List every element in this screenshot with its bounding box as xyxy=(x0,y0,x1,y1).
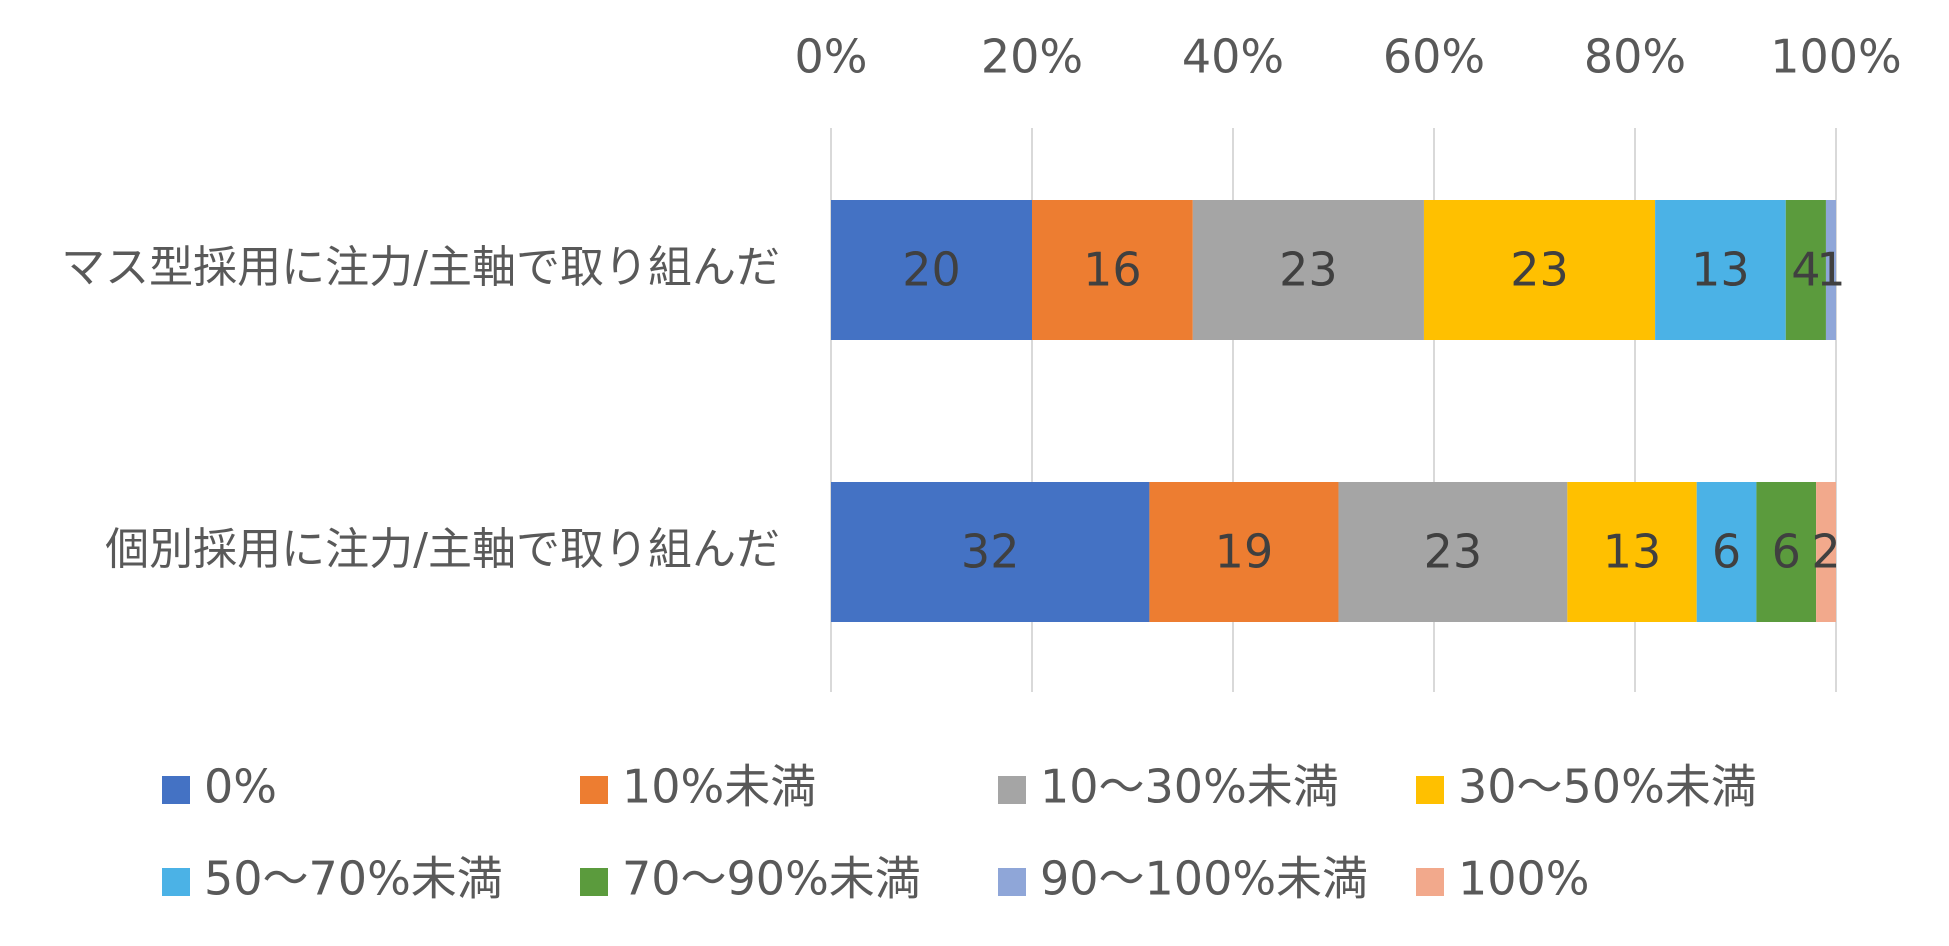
data-label: 16 xyxy=(1083,243,1142,297)
data-label: 13 xyxy=(1603,525,1662,579)
category-label: マス型採用に注力/主軸で取り組んだ xyxy=(61,242,780,293)
data-label: 23 xyxy=(1279,243,1338,297)
bar-segment xyxy=(1032,200,1193,340)
x-tick-label: 100% xyxy=(1770,30,1902,84)
bar-segment xyxy=(1338,482,1568,622)
x-tick-label: 40% xyxy=(1182,30,1284,84)
bar-segment xyxy=(831,200,1032,340)
data-label: 23 xyxy=(1510,243,1569,297)
data-label: 19 xyxy=(1215,525,1274,579)
data-label: 23 xyxy=(1424,525,1483,579)
x-tick-label: 80% xyxy=(1584,30,1686,84)
legend-label: 70～90%未満 xyxy=(622,852,921,906)
x-tick-label: 20% xyxy=(981,30,1083,84)
legend: 0% 10%未満 10～30%未満 30～50%未満 50～70%未満 70～90%未満 9… xyxy=(162,760,1757,906)
legend-item: 50～70%未満 xyxy=(162,852,503,906)
data-label: 13 xyxy=(1691,243,1750,297)
data-label: 4 xyxy=(1791,243,1820,297)
bar-segment xyxy=(1423,200,1656,340)
legend-swatch xyxy=(1416,868,1444,896)
bars xyxy=(831,200,1836,622)
legend-label: 10～30%未満 xyxy=(1040,760,1339,814)
bar-segment xyxy=(1696,482,1757,622)
bar-segment xyxy=(1785,200,1826,340)
legend-label: 50～70%未満 xyxy=(204,852,503,906)
bar-segment xyxy=(1825,200,1836,340)
legend-swatch xyxy=(580,868,608,896)
legend-item: 0% xyxy=(162,760,277,814)
data-label: 1 xyxy=(1816,243,1845,297)
legend-item: 10%未満 xyxy=(580,760,816,814)
bar-segment xyxy=(831,482,1150,622)
data-label: 6 xyxy=(1772,525,1801,579)
bar-segment xyxy=(1149,482,1339,622)
legend-item: 30～50%未満 xyxy=(1416,760,1757,814)
data-label: 6 xyxy=(1712,525,1741,579)
legend-label: 10%未満 xyxy=(622,760,816,814)
legend-swatch xyxy=(998,868,1026,896)
category-label: 個別採用に注力/主軸で取り組んだ xyxy=(105,524,780,575)
data-label: 2 xyxy=(1811,525,1840,579)
bar-segment xyxy=(1192,200,1424,340)
bar-segment xyxy=(1567,482,1697,622)
legend-swatch xyxy=(580,776,608,804)
legend-label: 100% xyxy=(1458,852,1590,906)
legend-label: 90～100%未満 xyxy=(1040,852,1368,906)
legend-item: 10～30%未満 xyxy=(998,760,1339,814)
legend-swatch xyxy=(998,776,1026,804)
bar-segment xyxy=(1655,200,1786,340)
x-tick-label: 0% xyxy=(795,30,868,84)
legend-item: 70～90%未満 xyxy=(580,852,921,906)
bar-segment xyxy=(1756,482,1817,622)
legend-label: 0% xyxy=(204,760,277,814)
bar-segment xyxy=(1816,482,1836,622)
x-tick-label: 60% xyxy=(1383,30,1485,84)
legend-swatch xyxy=(162,868,190,896)
data-label: 20 xyxy=(902,243,961,297)
x-axis-ticks: 0% 20% 40% 60% 80% 100% xyxy=(795,30,1902,84)
legend-swatch xyxy=(1416,776,1444,804)
legend-label: 30～50%未満 xyxy=(1458,760,1757,814)
legend-item: 100% xyxy=(1416,852,1590,906)
data-label: 32 xyxy=(961,525,1020,579)
legend-item: 90～100%未満 xyxy=(998,852,1368,906)
legend-swatch xyxy=(162,776,190,804)
